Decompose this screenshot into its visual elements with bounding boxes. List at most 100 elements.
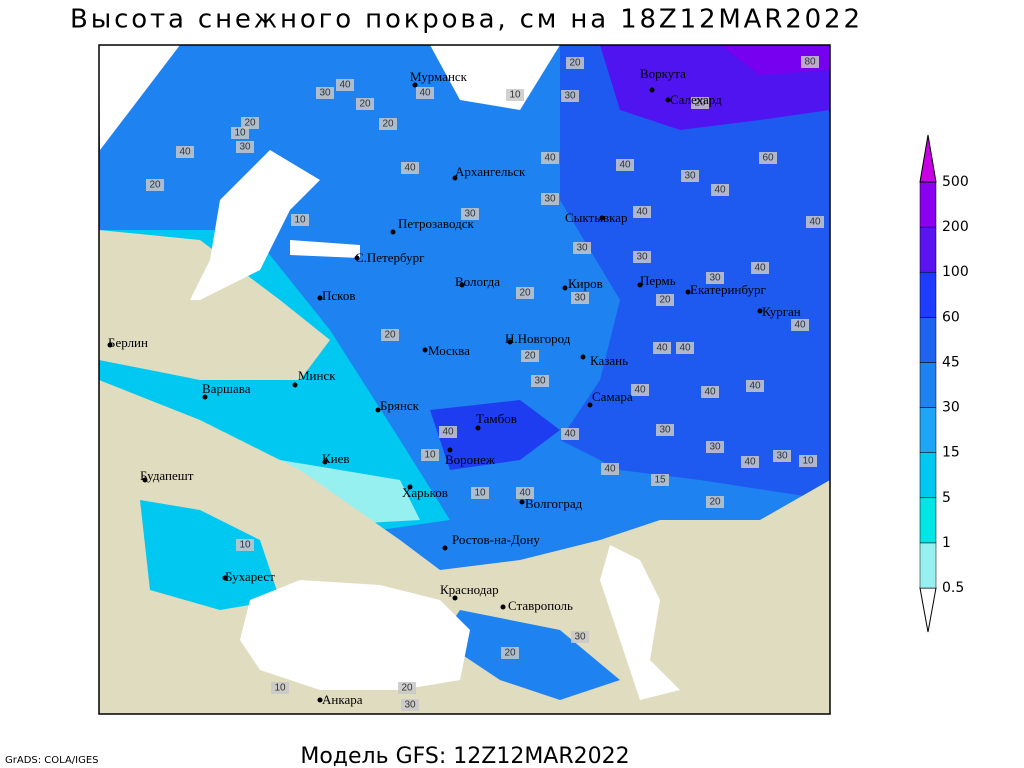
contour-label: 20 [569, 58, 581, 69]
contour-label-box [759, 152, 777, 164]
contour-label-box [401, 162, 419, 174]
colorbar-label: 15 [942, 445, 960, 461]
city-dot [665, 97, 671, 103]
contour-label-box [806, 216, 824, 228]
city-dot [107, 342, 113, 348]
colorbar-label: 0.5 [942, 580, 964, 596]
contour-label-box [561, 90, 579, 102]
contour-label-box [379, 118, 397, 130]
contour-label: 30 [709, 273, 721, 284]
contour-label: 15 [654, 475, 666, 486]
contour-label: 20 [659, 295, 671, 306]
title: Высота снежного покрова, см на 18Z12MAR2… [70, 5, 860, 35]
city-dot [637, 282, 643, 288]
contour-label-box [746, 380, 764, 392]
city-dot [322, 459, 328, 465]
contour-label-box [676, 342, 694, 354]
city-label: Ставрополь [508, 598, 573, 613]
city-label: Краснодар [440, 582, 499, 597]
contour-label: 20 [244, 118, 256, 129]
city-label: Ростов-на-Дону [452, 532, 540, 547]
city-dot [390, 229, 396, 235]
colorbar-label: 30 [942, 400, 960, 416]
city-label: Бухарест [225, 569, 275, 584]
contour-label-box [531, 375, 549, 387]
city-dot [142, 477, 148, 483]
contour-label: 60 [762, 153, 774, 164]
colorbar-label: 100 [942, 264, 969, 280]
city-dot [580, 354, 586, 360]
contour-label-box [701, 386, 719, 398]
contour-label: 40 [656, 343, 668, 354]
contour-label-box [691, 97, 709, 109]
contour-label-box [706, 496, 724, 508]
city-dot [507, 339, 513, 345]
city-dot [222, 575, 228, 581]
city-label: Воронеж [445, 452, 496, 467]
model-run: Модель GFS: 12Z12MAR2022 [300, 744, 629, 768]
colorbar-segment [919, 271, 937, 318]
contour-label-box [741, 456, 759, 468]
contour-label-box [571, 292, 589, 304]
city-dot [375, 407, 381, 413]
colorbar-segment [919, 542, 937, 589]
city-label: Н.Новгород [505, 331, 571, 346]
colorbar-label: 60 [942, 309, 960, 325]
contour-label: 20 [709, 497, 721, 508]
city-label: Салехард [670, 92, 722, 107]
contour-label-box [516, 487, 534, 499]
contour-label-box [176, 146, 194, 158]
city-label: Мурманск [410, 69, 468, 84]
contour-label-box [236, 141, 254, 153]
contour-label: 40 [749, 381, 761, 392]
contour-label: 30 [659, 425, 671, 436]
city-dot [407, 484, 413, 490]
contour-label: 80 [804, 57, 816, 68]
city-label: С.Петербург [355, 250, 424, 265]
contour-label-box [236, 539, 254, 551]
city-dot [317, 697, 323, 703]
contour-label: 10 [294, 215, 306, 226]
city-dot [587, 402, 593, 408]
contour-label: 40 [679, 343, 691, 354]
contour-label: 10 [474, 488, 486, 499]
contour-label-box [711, 184, 729, 196]
colorbar-segment [919, 181, 937, 228]
contour-label-box [516, 287, 534, 299]
colorbar-segment [919, 226, 937, 273]
contour-label-box [231, 127, 249, 139]
contour-label: 30 [709, 442, 721, 453]
cities: Мурманск Воркута Салехард Архангельск Сыктыв… [107, 66, 801, 707]
contour-label-box [461, 208, 479, 220]
contour-label-box [651, 474, 669, 486]
contour-label-box [401, 699, 419, 711]
contour-label: 30 [574, 293, 586, 304]
city-label: Анкара [322, 692, 363, 707]
contour-label: 40 [636, 207, 648, 218]
contour-label-box [656, 294, 674, 306]
contour-label: 10 [509, 90, 521, 101]
contour-label: 40 [442, 427, 454, 438]
contour-label-box [573, 242, 591, 254]
contour-label-box [421, 449, 439, 461]
contour-label-box [631, 384, 649, 396]
contour-label-box [801, 56, 819, 68]
city-dot [292, 382, 298, 388]
contour-label-box [566, 57, 584, 69]
city-label: Сыктывкар [565, 210, 628, 225]
city-label: Тамбов [476, 411, 517, 426]
contour-label: 40 [564, 429, 576, 440]
colorbar-over [919, 134, 937, 183]
contour-label: 30 [576, 243, 588, 254]
contour-label-box [791, 319, 809, 331]
colorbar-label: 200 [942, 219, 969, 235]
contour-label-box [571, 631, 589, 643]
city-dot [447, 447, 453, 453]
city-label: Киров [568, 276, 603, 291]
contour-label-box [653, 342, 671, 354]
colorbar-segment [919, 407, 937, 453]
contour-label-box [681, 170, 699, 182]
contour-label-box [706, 272, 724, 284]
contour-label: 30 [636, 252, 648, 263]
